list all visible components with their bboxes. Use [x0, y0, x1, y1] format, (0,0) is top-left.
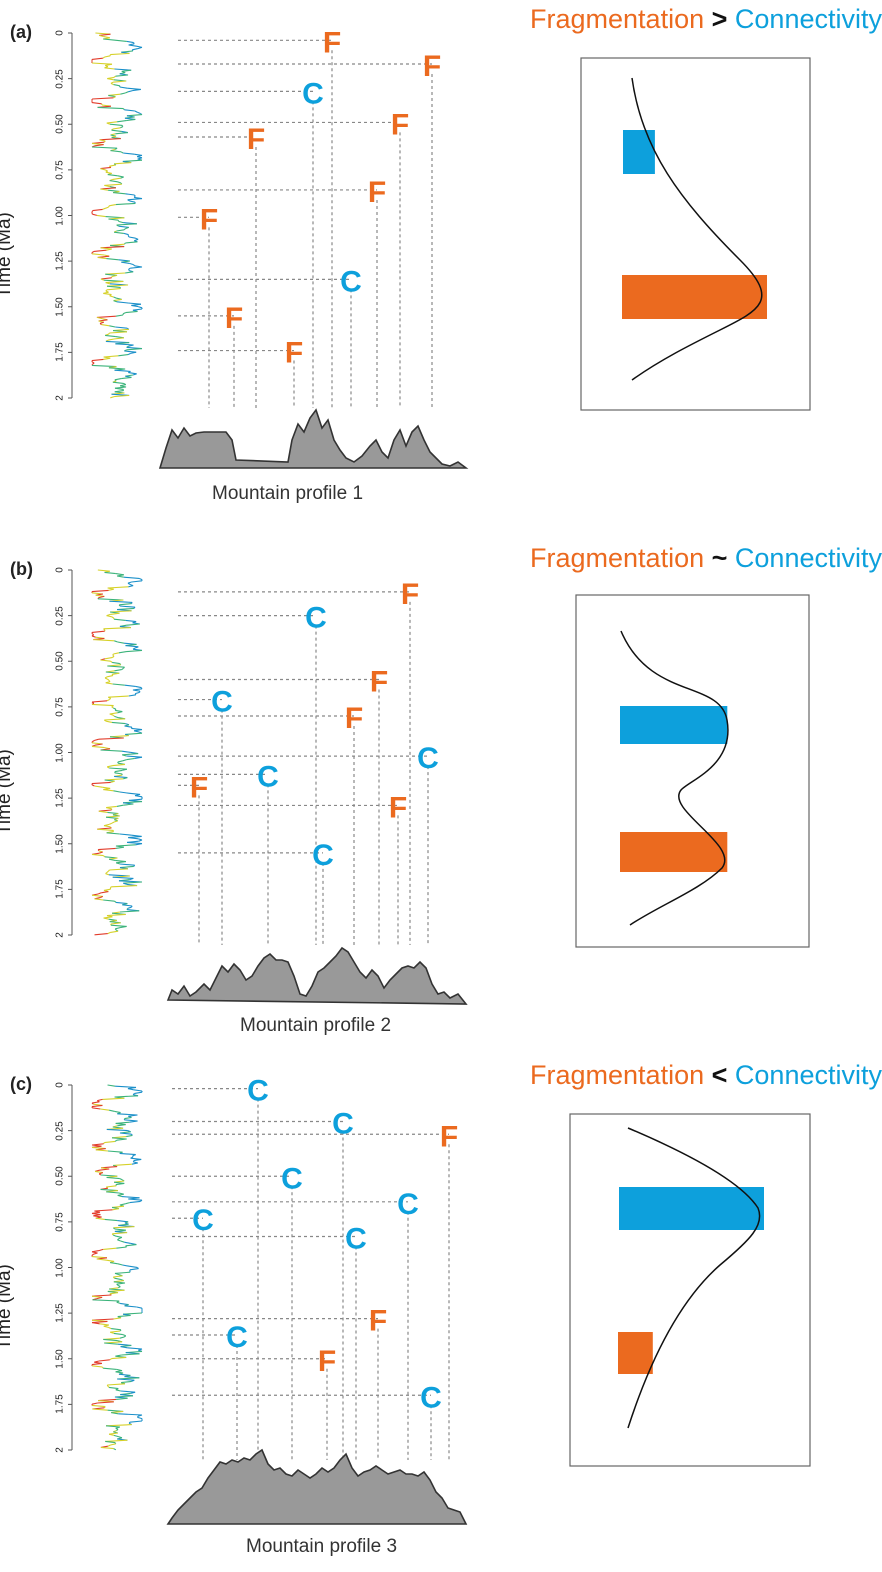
connectivity-event: C — [257, 760, 279, 793]
fragmentation-event: F — [389, 791, 407, 824]
connectivity-event: C — [417, 742, 439, 775]
connectivity-event: C — [192, 1204, 214, 1237]
connectivity-event: C — [247, 1075, 269, 1108]
time-axis — [68, 570, 72, 935]
fragmentation-event: F — [369, 1305, 387, 1338]
fragmentation-event: F — [190, 771, 208, 804]
connectivity-event: C — [340, 265, 362, 298]
fragmentation-event: F — [368, 176, 386, 209]
fragmentation-event: F — [200, 203, 218, 236]
connectivity-event: C — [345, 1222, 367, 1255]
fragmentation-event: F — [391, 108, 409, 141]
fragmentation-event: F — [318, 1345, 336, 1378]
frequency-curve — [632, 78, 762, 380]
fragmentation-event: F — [285, 337, 303, 370]
time-axis — [68, 33, 72, 398]
connectivity-bar — [619, 1187, 764, 1230]
frequency-curve — [628, 1128, 760, 1428]
fragmentation-bar — [618, 1332, 653, 1374]
mountain-profile — [168, 1450, 466, 1524]
mountain-profile — [168, 948, 466, 1004]
connectivity-event: C — [302, 77, 324, 110]
connectivity-event: C — [211, 686, 233, 719]
fragmentation-bar — [622, 275, 767, 319]
frequency-curve — [621, 631, 728, 925]
connectivity-event: C — [332, 1108, 354, 1141]
fragmentation-event: F — [323, 26, 341, 59]
fragmentation-event: F — [440, 1120, 458, 1153]
connectivity-bar — [623, 130, 655, 174]
climate-curve — [92, 570, 142, 935]
mountain-profile-label: Mountain profile 1 — [212, 483, 363, 505]
connectivity-bar — [620, 706, 727, 744]
time-axis — [68, 1085, 72, 1450]
connectivity-event: C — [397, 1188, 419, 1221]
fragmentation-event: F — [247, 123, 265, 156]
connectivity-event: C — [281, 1162, 303, 1195]
fragmentation-event: F — [370, 666, 388, 699]
connectivity-event: C — [420, 1381, 442, 1414]
mountain-profile-label: Mountain profile 2 — [240, 1015, 391, 1037]
mountain-profile — [160, 410, 466, 468]
connectivity-event: C — [226, 1321, 248, 1354]
frequency-box — [570, 1114, 810, 1466]
frequency-box — [581, 58, 810, 410]
climate-curve — [92, 33, 142, 398]
frequency-box — [576, 595, 809, 947]
connectivity-event: C — [305, 602, 327, 635]
mountain-profile-label: Mountain profile 3 — [246, 1536, 397, 1558]
fragmentation-event: F — [423, 50, 441, 83]
connectivity-event: C — [312, 839, 334, 872]
fragmentation-event: F — [225, 302, 243, 335]
fragmentation-event: F — [345, 702, 363, 735]
climate-curve — [92, 1085, 142, 1450]
fragmentation-event: F — [401, 578, 419, 611]
